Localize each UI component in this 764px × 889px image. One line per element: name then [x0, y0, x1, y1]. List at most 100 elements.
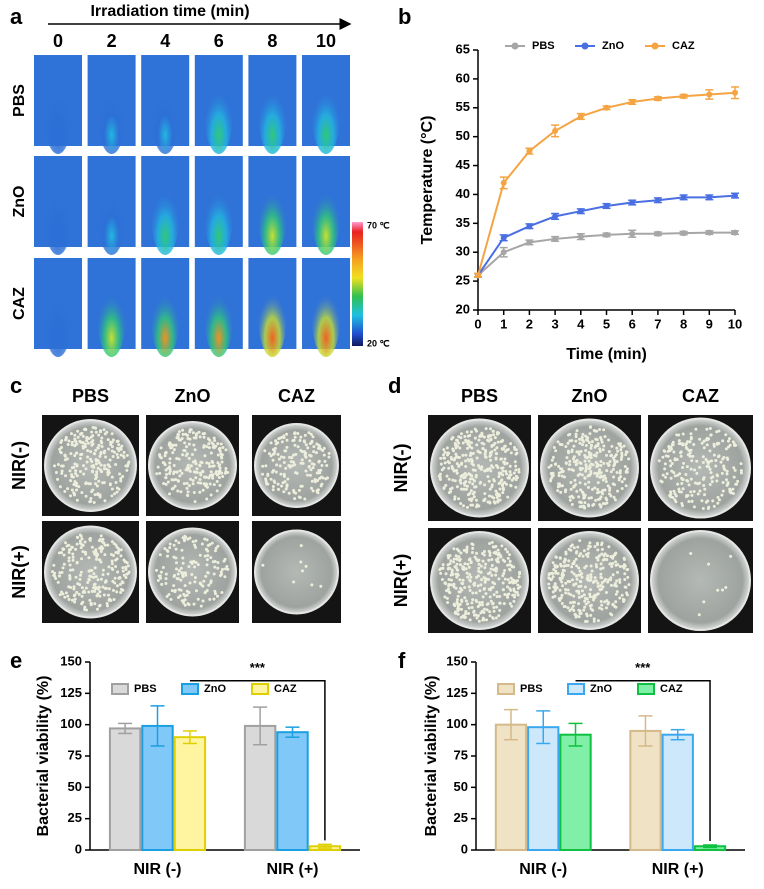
colony	[588, 464, 592, 468]
colony	[491, 616, 495, 620]
colony	[558, 597, 562, 601]
colony	[207, 583, 211, 587]
colony	[119, 479, 123, 483]
colony	[724, 433, 728, 437]
colony	[304, 455, 308, 459]
colony	[715, 473, 719, 477]
colony	[559, 484, 563, 488]
colony	[494, 573, 498, 577]
colony	[185, 493, 189, 497]
colony	[468, 445, 472, 449]
colony	[202, 579, 206, 583]
colony	[449, 583, 453, 587]
colony	[99, 463, 103, 467]
colony	[124, 464, 128, 468]
colony	[207, 461, 211, 465]
colony	[508, 464, 512, 468]
colony	[159, 446, 163, 450]
colony	[491, 601, 495, 605]
colony	[73, 437, 77, 441]
colony	[294, 452, 298, 456]
colony	[720, 588, 724, 592]
colony	[495, 446, 499, 450]
colony	[264, 464, 268, 468]
colony	[573, 478, 577, 482]
colony	[73, 597, 77, 601]
colony	[70, 466, 74, 470]
colony	[162, 482, 166, 486]
colony	[468, 557, 472, 561]
colony	[670, 461, 674, 465]
colony	[80, 452, 84, 456]
colony	[172, 464, 176, 468]
colony	[671, 496, 675, 500]
colony	[452, 560, 456, 564]
colony	[458, 602, 462, 606]
y-tick-label: 100	[60, 716, 82, 731]
legend-label: CAZ	[672, 40, 695, 52]
colony	[702, 600, 706, 604]
colony	[92, 550, 96, 554]
colony	[515, 476, 519, 480]
data-point	[706, 91, 713, 98]
colony	[685, 447, 689, 451]
colony	[503, 480, 507, 484]
colony	[125, 468, 129, 472]
colony	[86, 581, 90, 585]
colony	[479, 570, 483, 574]
colony	[605, 498, 609, 502]
colony	[601, 475, 605, 479]
colony	[69, 452, 73, 456]
colony	[220, 460, 224, 464]
colony	[572, 609, 576, 613]
colony	[604, 476, 608, 480]
colony	[548, 571, 552, 575]
colony	[689, 490, 693, 494]
colony	[603, 600, 607, 604]
colony	[506, 556, 510, 560]
colony	[570, 448, 574, 452]
colony	[304, 564, 308, 568]
colony	[471, 482, 475, 486]
colony	[68, 573, 72, 577]
colony	[219, 442, 223, 446]
error-bar	[317, 843, 332, 849]
colony	[224, 467, 228, 471]
colony	[446, 587, 450, 591]
colony	[498, 493, 502, 497]
colony	[598, 447, 602, 451]
row-label: CAZ	[11, 287, 28, 320]
colony	[584, 469, 588, 473]
error-bar	[703, 844, 718, 849]
colony	[192, 602, 196, 606]
colony	[319, 468, 323, 472]
colony	[488, 551, 492, 555]
data-point	[603, 231, 610, 238]
colony	[184, 453, 188, 457]
colony	[480, 578, 484, 582]
colony	[499, 555, 503, 559]
colony	[203, 475, 207, 479]
colony	[443, 461, 447, 465]
colony	[281, 481, 285, 485]
colony	[211, 445, 215, 449]
colony	[114, 550, 118, 554]
colony	[505, 594, 509, 598]
colony	[609, 453, 613, 457]
colony	[287, 491, 291, 495]
colony	[170, 589, 174, 593]
colony	[175, 456, 179, 460]
colony	[180, 571, 184, 575]
colony	[64, 474, 68, 478]
colony	[697, 481, 701, 485]
colony	[213, 565, 217, 569]
legend-label: PBS	[134, 683, 157, 695]
colony	[466, 575, 470, 579]
colony	[508, 568, 512, 572]
colony	[269, 477, 273, 481]
colony	[578, 437, 582, 441]
colony	[181, 453, 185, 457]
colony	[460, 487, 464, 491]
colony	[595, 556, 599, 560]
colony	[709, 471, 713, 475]
